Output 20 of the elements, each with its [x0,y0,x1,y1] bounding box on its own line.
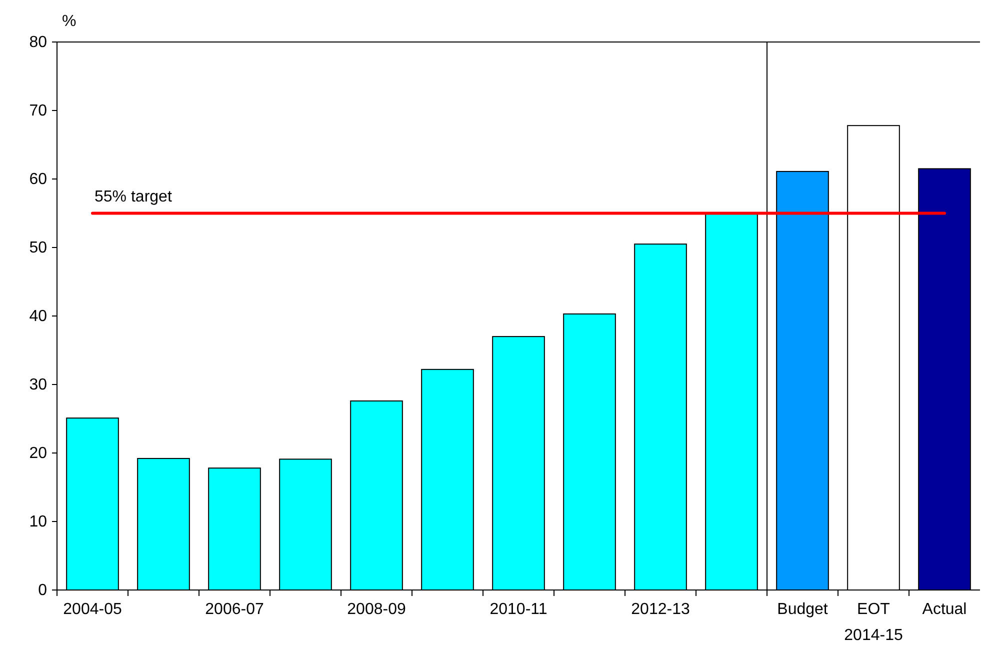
y-tick-label: 20 [29,445,48,462]
x-tick-label: 2004-05 [63,601,122,618]
x-tick-label: 2006-07 [205,601,264,618]
y-tick-label: 60 [29,171,48,188]
x-tick-label: Budget [777,601,828,618]
y-tick-label: 50 [29,240,48,257]
y-axis-title: % [62,13,76,30]
y-tick-label: 0 [38,582,48,600]
y-tick-label: 80 [29,34,48,52]
x-tick-label: EOT [857,601,890,618]
x-tick-label: 2012-13 [631,601,690,618]
y-tick-label: 30 [29,376,48,394]
x-tick-label: 2010-11 [490,601,548,618]
ref-line-label: 55% target [94,188,172,206]
x-tick-label: Actual [922,601,967,618]
text: 2014-15 [844,627,903,644]
y-tick-label: 10 [29,514,48,531]
y-tick-label: 40 [29,308,48,326]
y-tick-label: 70 [29,102,48,120]
x-tick-label: 2008-09 [347,601,406,618]
